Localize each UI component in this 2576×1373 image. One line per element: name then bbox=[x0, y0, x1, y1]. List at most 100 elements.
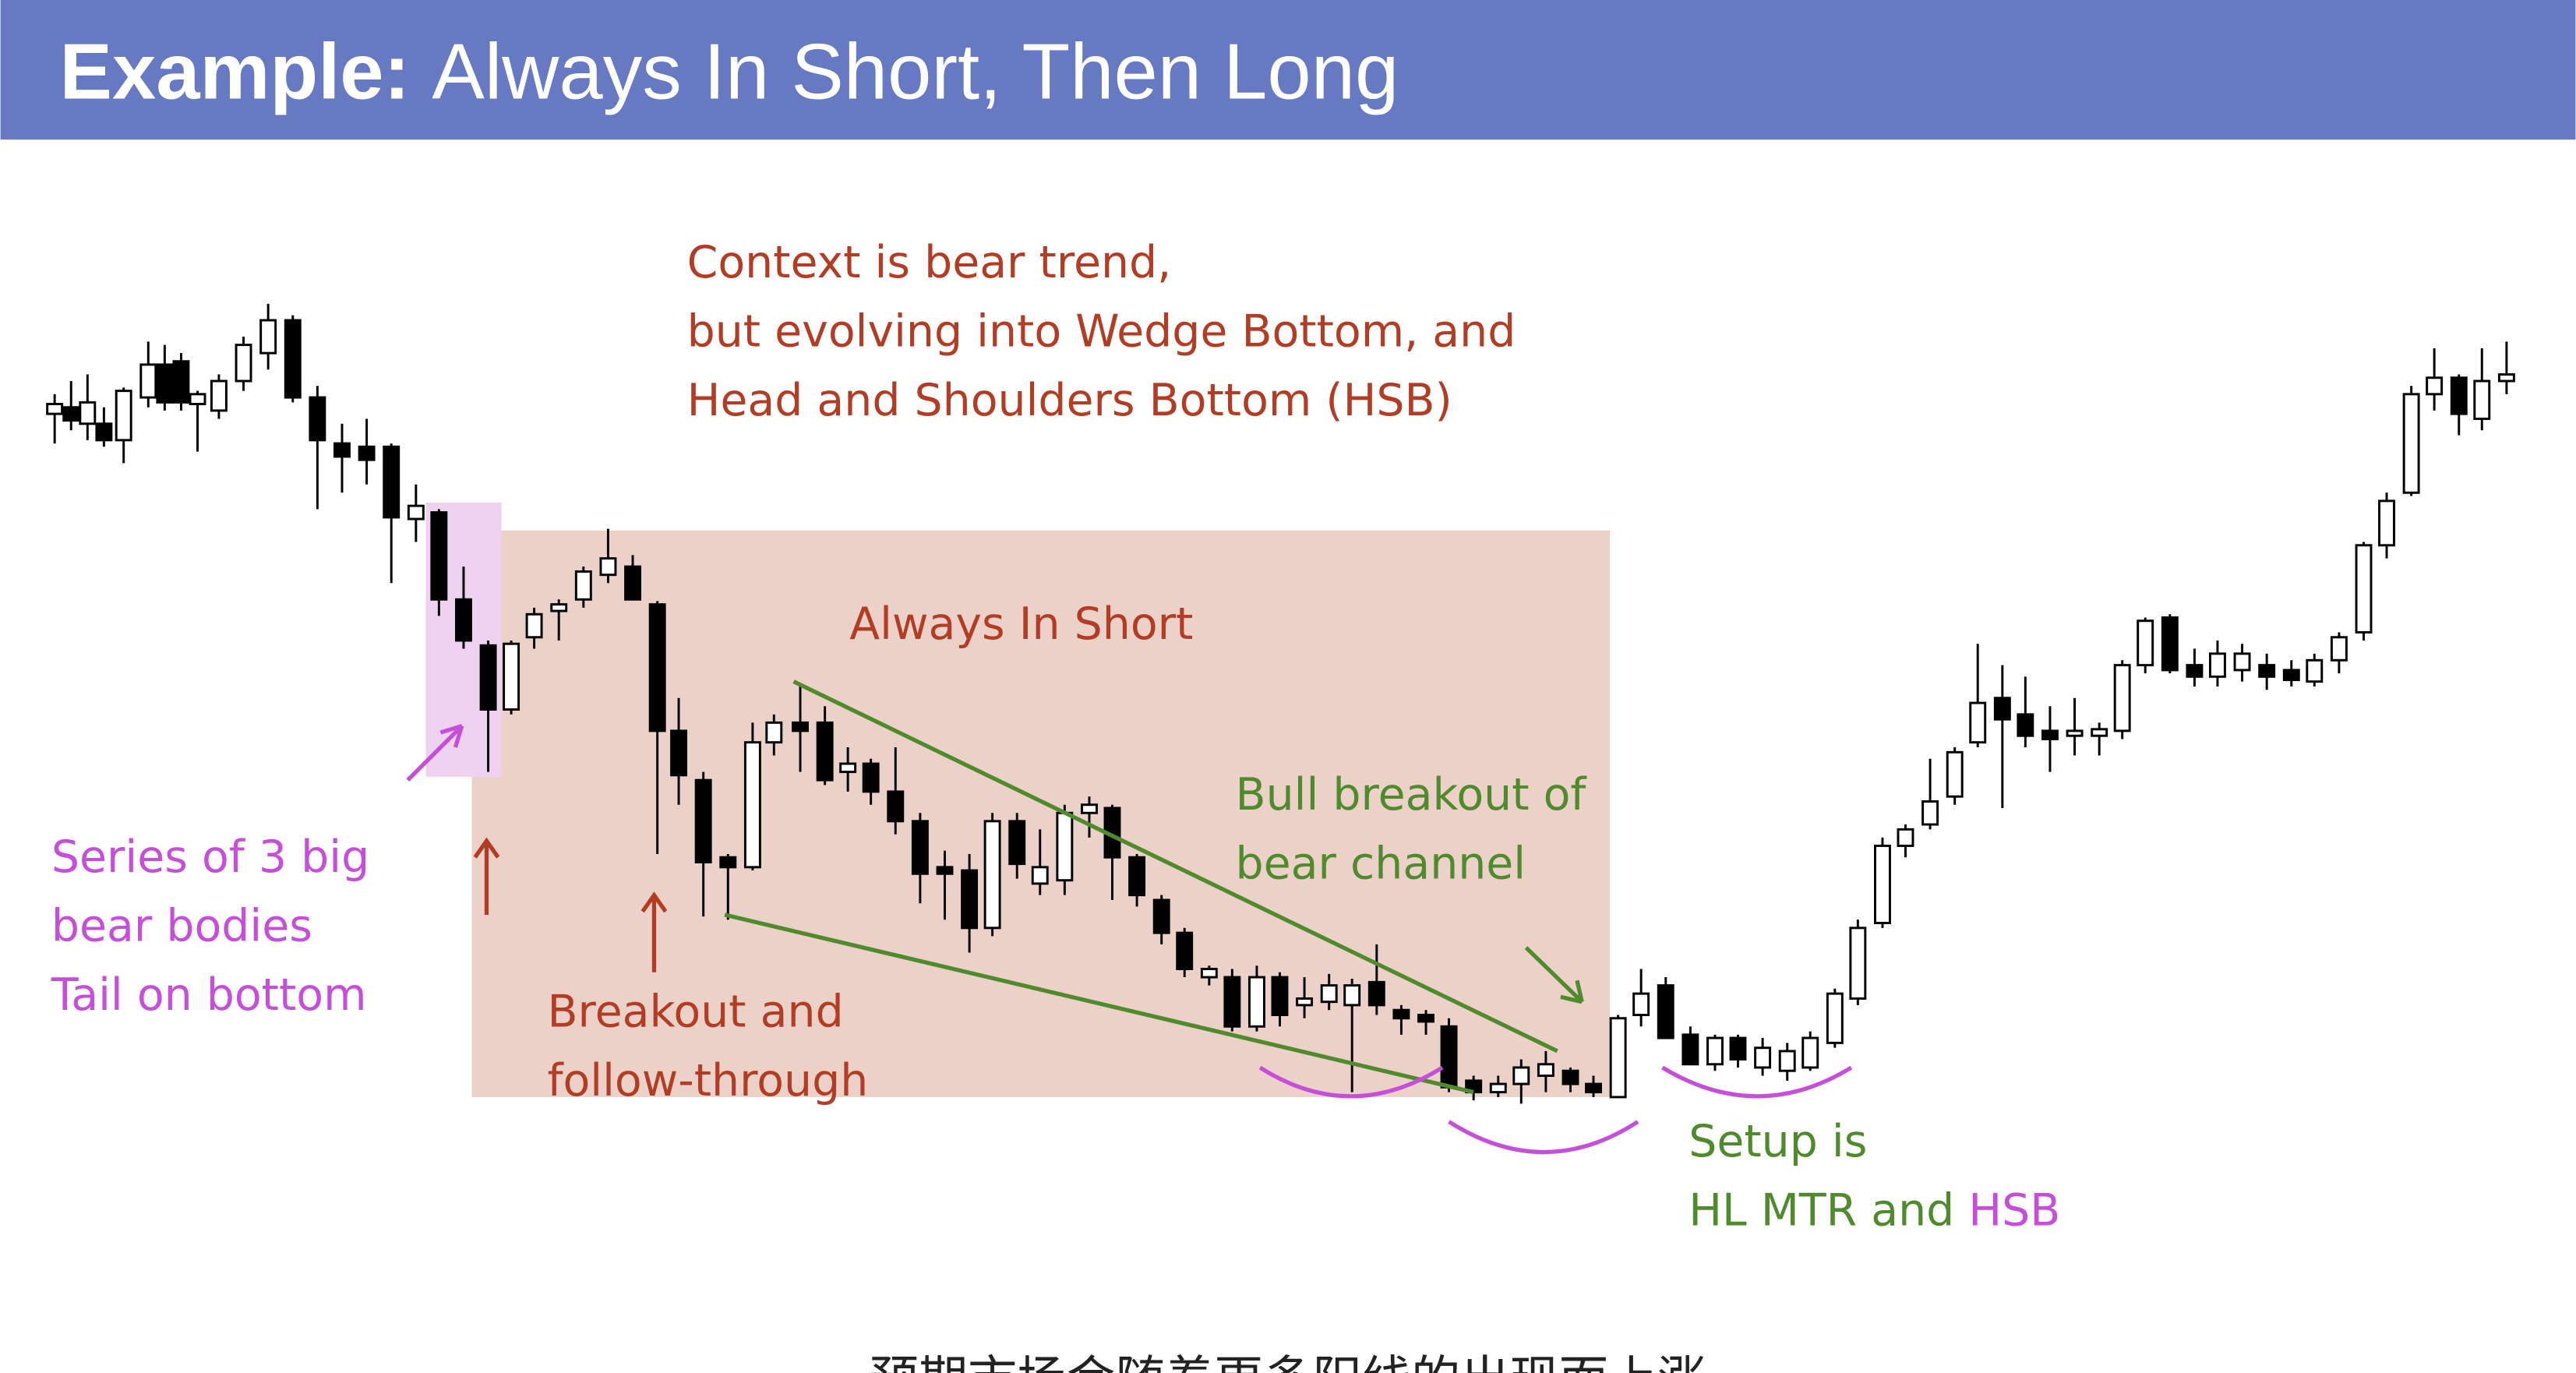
candle-body bbox=[1826, 992, 1844, 1044]
candle-body bbox=[1657, 984, 1674, 1039]
context-line: but evolving into Wedge Bottom, and bbox=[687, 306, 1516, 358]
candle-body bbox=[1031, 866, 1049, 885]
candle-body bbox=[2497, 373, 2515, 383]
candle-body bbox=[189, 393, 206, 405]
wedge-lines bbox=[724, 679, 1584, 1095]
candle-body bbox=[1200, 968, 1218, 979]
candle-body bbox=[284, 319, 302, 399]
candle-body bbox=[407, 504, 425, 521]
candle-body bbox=[79, 401, 97, 425]
candle-body bbox=[1512, 1066, 1530, 1085]
candle-body bbox=[792, 721, 809, 732]
candles bbox=[46, 303, 2515, 1104]
candle-body bbox=[1152, 898, 1170, 934]
candle-body bbox=[2041, 729, 2059, 740]
candle-body bbox=[1921, 800, 1939, 826]
candle-body bbox=[2473, 379, 2491, 420]
candle-body bbox=[2306, 658, 2324, 683]
candle-body bbox=[2378, 499, 2395, 547]
candle-body bbox=[503, 642, 520, 711]
candle-body bbox=[2113, 664, 2131, 732]
candle-body bbox=[1537, 1063, 1554, 1077]
candle-body bbox=[1706, 1036, 1724, 1066]
candle-body bbox=[648, 603, 666, 732]
candle-body bbox=[694, 778, 712, 863]
candle-body bbox=[911, 820, 929, 875]
candle-body bbox=[1392, 1008, 1410, 1020]
arcs bbox=[406, 724, 1853, 1155]
candle-body bbox=[1343, 984, 1361, 1007]
candle-body bbox=[670, 729, 688, 777]
candle-body bbox=[1897, 828, 1914, 847]
candle-body bbox=[62, 406, 80, 422]
candle-body bbox=[1008, 820, 1026, 866]
candle-body bbox=[2091, 728, 2108, 737]
candle-body bbox=[1128, 856, 1146, 897]
candle-body bbox=[2161, 616, 2179, 672]
candle-body bbox=[525, 612, 543, 639]
candle-body bbox=[115, 390, 132, 442]
candle-body bbox=[862, 762, 880, 793]
candle-body bbox=[172, 360, 190, 404]
series-label: Tail on bottom bbox=[51, 969, 367, 1021]
candle-body bbox=[887, 790, 905, 823]
candle-body bbox=[599, 557, 617, 577]
candle-body bbox=[333, 442, 351, 458]
candle-body bbox=[2450, 376, 2468, 415]
candle-body bbox=[743, 741, 761, 869]
candle-body bbox=[1993, 697, 2011, 721]
bull-breakout-label: Bull breakout of bbox=[1236, 769, 1588, 821]
candle-body bbox=[550, 603, 568, 612]
candle-body bbox=[210, 379, 228, 412]
breakout-label: Breakout and bbox=[547, 986, 843, 1037]
candle-body bbox=[1367, 980, 1385, 1007]
candle-body bbox=[156, 363, 174, 404]
candle-body bbox=[479, 644, 497, 711]
candle-body bbox=[1247, 976, 1265, 1028]
setup-label: HL MTR and HSB bbox=[1689, 1184, 2060, 1236]
candle-body bbox=[719, 856, 737, 869]
candle-body bbox=[816, 721, 834, 782]
candle-body bbox=[839, 762, 857, 774]
series-label: Series of 3 big bbox=[51, 831, 369, 883]
candle-body bbox=[2355, 544, 2373, 634]
candle-body bbox=[1632, 992, 1650, 1017]
candle-body bbox=[1296, 997, 1314, 1007]
arrows bbox=[473, 837, 668, 972]
candle-body bbox=[1271, 976, 1289, 1017]
caption: 预期市场会随着更多阳线的出现而上涨 bbox=[870, 1350, 1707, 1373]
candle-body bbox=[2233, 652, 2251, 672]
candle-body bbox=[961, 869, 979, 930]
candle-body bbox=[259, 319, 277, 355]
title-bar bbox=[0, 0, 2576, 140]
candle-body bbox=[1849, 927, 1867, 1000]
candle-body bbox=[309, 396, 326, 442]
candle-body bbox=[2137, 619, 2154, 667]
title: Example: Always In Short, Then Long bbox=[59, 27, 1399, 115]
candle-body bbox=[1561, 1069, 1579, 1085]
candle-body bbox=[1081, 803, 1098, 814]
context-line: Context is bear trend, bbox=[687, 237, 1172, 288]
candle-body bbox=[2282, 669, 2300, 682]
candle-body bbox=[624, 565, 642, 601]
candle-body bbox=[358, 445, 376, 461]
candle-body bbox=[95, 422, 113, 442]
candle-body bbox=[2066, 729, 2084, 737]
candle-body bbox=[1801, 1036, 1819, 1069]
candle-body bbox=[1440, 1025, 1458, 1089]
candle-body bbox=[1609, 1017, 1627, 1099]
candle-body bbox=[1320, 984, 1338, 1004]
candle-body bbox=[765, 721, 783, 744]
candle-body bbox=[1223, 976, 1241, 1028]
candle-body bbox=[454, 598, 472, 642]
breakout-label: follow-through bbox=[547, 1055, 868, 1107]
candle-body bbox=[1176, 931, 1194, 970]
candle-body bbox=[1969, 701, 1987, 744]
candle-body bbox=[2017, 713, 2034, 737]
context-line: Head and Shoulders Bottom (HSB) bbox=[687, 375, 1452, 426]
candle-body bbox=[1946, 750, 1964, 798]
candle-body bbox=[46, 403, 64, 415]
candle-body bbox=[1778, 1050, 1796, 1072]
candle-body bbox=[430, 511, 448, 601]
